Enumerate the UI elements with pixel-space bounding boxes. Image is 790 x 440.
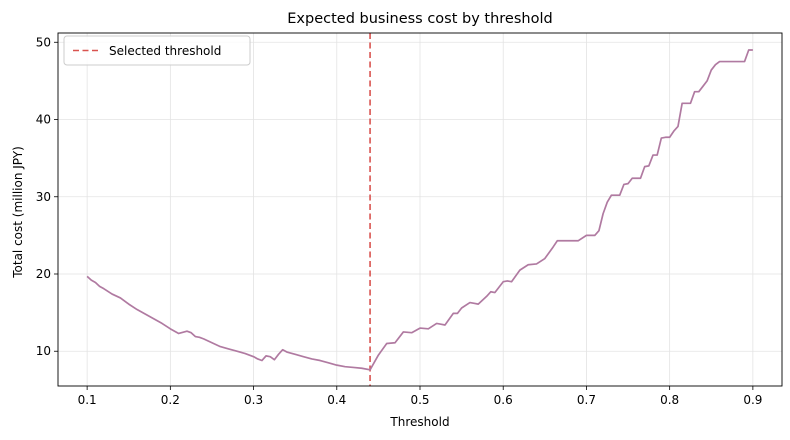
legend-label-threshold: Selected threshold <box>109 44 221 58</box>
x-tick-label: 0.8 <box>660 393 679 407</box>
x-tick-label: 0.2 <box>161 393 180 407</box>
y-tick-label: 30 <box>36 190 51 204</box>
x-tick-label: 0.4 <box>327 393 346 407</box>
y-axis-ticks: 10 20 30 40 50 <box>36 35 58 358</box>
cost-series-line <box>86 49 753 371</box>
y-tick-label: 40 <box>36 113 51 127</box>
x-tick-label: 0.7 <box>577 393 596 407</box>
x-tick-label: 0.3 <box>244 393 263 407</box>
y-tick-label: 50 <box>36 35 51 49</box>
legend-box <box>63 35 251 66</box>
y-axis-label: Total cost (million JPY) <box>11 146 25 279</box>
grid <box>58 33 782 386</box>
x-tick-label: 0.5 <box>410 393 429 407</box>
x-axis-label: Threshold <box>389 415 449 429</box>
chart-title: Expected business cost by threshold <box>287 11 552 27</box>
x-tick-label: 0.6 <box>494 393 513 407</box>
y-tick-label: 10 <box>36 344 51 358</box>
x-tick-label: 0.1 <box>78 393 97 407</box>
x-tick-label: 0.9 <box>743 393 762 407</box>
series-layer <box>86 49 753 371</box>
legend: Selected threshold <box>63 35 251 66</box>
x-axis-ticks: 0.1 0.2 0.3 0.4 0.5 0.6 0.7 0.8 0.9 <box>78 386 762 407</box>
y-tick-label: 20 <box>36 267 51 281</box>
